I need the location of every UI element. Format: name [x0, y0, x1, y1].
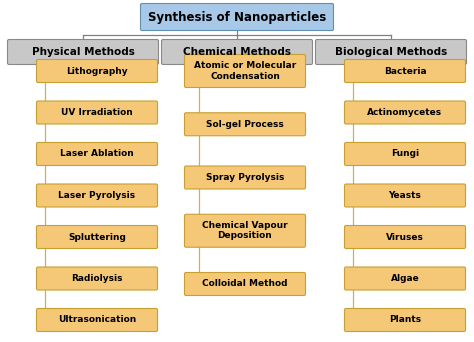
- FancyBboxPatch shape: [36, 143, 157, 166]
- FancyBboxPatch shape: [345, 101, 465, 124]
- Text: Sol-gel Process: Sol-gel Process: [206, 120, 284, 129]
- FancyBboxPatch shape: [184, 113, 306, 136]
- FancyBboxPatch shape: [8, 39, 158, 65]
- FancyBboxPatch shape: [36, 225, 157, 249]
- FancyBboxPatch shape: [345, 60, 465, 82]
- FancyBboxPatch shape: [345, 308, 465, 331]
- Text: Atomic or Molecular
Condensation: Atomic or Molecular Condensation: [194, 61, 296, 81]
- Text: Fungi: Fungi: [391, 149, 419, 158]
- Text: Chemical Vapour
Deposition: Chemical Vapour Deposition: [202, 221, 288, 240]
- Text: Laser Pyrolysis: Laser Pyrolysis: [58, 191, 136, 200]
- Text: Bacteria: Bacteria: [383, 66, 426, 76]
- Text: Biological Methods: Biological Methods: [335, 47, 447, 57]
- Text: Spray Pyrolysis: Spray Pyrolysis: [206, 173, 284, 182]
- Text: Chemical Methods: Chemical Methods: [183, 47, 291, 57]
- FancyBboxPatch shape: [36, 184, 157, 207]
- FancyBboxPatch shape: [345, 267, 465, 290]
- Text: Ultrasonication: Ultrasonication: [58, 316, 136, 325]
- Text: Actinomycetes: Actinomycetes: [367, 108, 443, 117]
- FancyBboxPatch shape: [184, 54, 306, 88]
- FancyBboxPatch shape: [184, 166, 306, 189]
- FancyBboxPatch shape: [36, 267, 157, 290]
- Text: Spluttering: Spluttering: [68, 233, 126, 241]
- Text: Plants: Plants: [389, 316, 421, 325]
- Text: Viruses: Viruses: [386, 233, 424, 241]
- Text: UV Irradiation: UV Irradiation: [61, 108, 133, 117]
- FancyBboxPatch shape: [36, 308, 157, 331]
- Text: Colloidal Method: Colloidal Method: [202, 279, 288, 289]
- Text: Algae: Algae: [391, 274, 419, 283]
- Text: Physical Methods: Physical Methods: [32, 47, 135, 57]
- Text: Yeasts: Yeasts: [389, 191, 421, 200]
- FancyBboxPatch shape: [36, 101, 157, 124]
- FancyBboxPatch shape: [184, 214, 306, 247]
- Text: Lithography: Lithography: [66, 66, 128, 76]
- FancyBboxPatch shape: [184, 273, 306, 295]
- FancyBboxPatch shape: [140, 3, 334, 30]
- FancyBboxPatch shape: [345, 225, 465, 249]
- FancyBboxPatch shape: [345, 184, 465, 207]
- FancyBboxPatch shape: [36, 60, 157, 82]
- Text: Synthesis of Nanoparticles: Synthesis of Nanoparticles: [148, 11, 326, 24]
- Text: Radiolysis: Radiolysis: [71, 274, 123, 283]
- FancyBboxPatch shape: [345, 143, 465, 166]
- FancyBboxPatch shape: [316, 39, 466, 65]
- Text: Laser Ablation: Laser Ablation: [60, 149, 134, 158]
- FancyBboxPatch shape: [162, 39, 312, 65]
